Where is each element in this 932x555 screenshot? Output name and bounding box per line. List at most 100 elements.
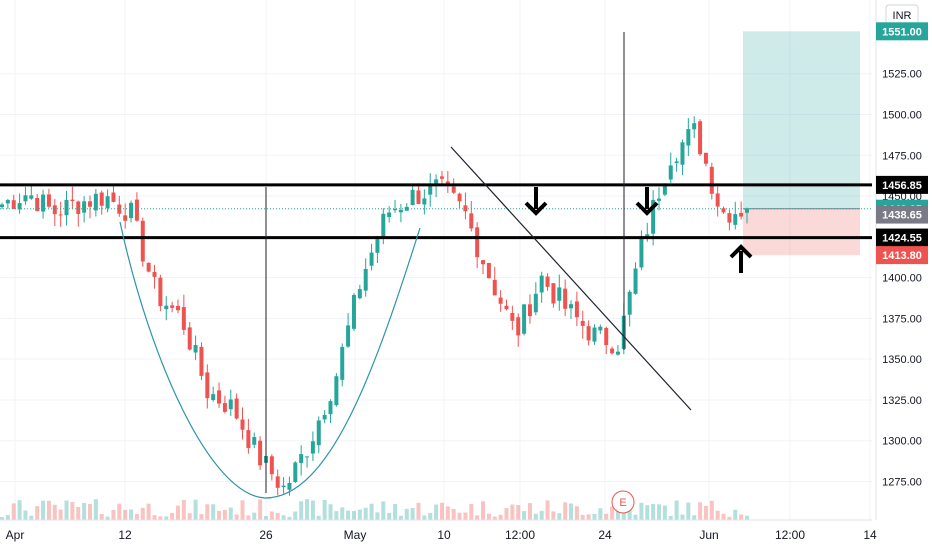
candle-body [64, 200, 69, 216]
price-tick-label: 1475.00 [882, 150, 922, 162]
volume-bar [680, 514, 685, 520]
price-tick-label: 1375.00 [882, 313, 922, 325]
candle-body [715, 193, 720, 207]
volume-bars [0, 499, 749, 520]
volume-bar [346, 510, 351, 520]
volume-bar [93, 499, 98, 520]
volume-bar [475, 515, 480, 520]
price-tag-label: 1413.80 [882, 250, 922, 262]
candle-body [610, 348, 615, 354]
volume-bar [158, 516, 163, 520]
volume-bar [134, 514, 139, 520]
volume-bar [99, 513, 104, 520]
candle-body [340, 346, 345, 380]
volume-bar [281, 515, 286, 520]
volume-bar [334, 511, 339, 520]
candle-body [410, 189, 415, 206]
price-tick-label: 1525.00 [882, 69, 922, 81]
arrow-down-icon [524, 187, 548, 216]
candle-body [498, 297, 503, 304]
volume-bar [557, 513, 562, 520]
volume-bar [445, 506, 450, 520]
price-tag [876, 246, 928, 265]
candle-body [87, 201, 92, 207]
volume-bar [146, 503, 151, 520]
candle-body [199, 346, 204, 376]
trendline [450, 146, 692, 411]
candle-body [134, 199, 139, 221]
volume-bar [715, 510, 720, 520]
volume-bar [305, 499, 310, 520]
candle-body [258, 440, 263, 466]
volume-bar [205, 504, 210, 520]
candle-body [469, 213, 474, 229]
candle-body [551, 283, 556, 304]
candle-body [175, 305, 180, 311]
candle-body [334, 376, 339, 406]
price-tick-label: 1350.00 [882, 354, 922, 366]
time-axis: Apr 12 26 May 10 12:00 24 Jun 12:00 14 [0, 519, 877, 542]
volume-bar [35, 506, 40, 520]
volume-bar [481, 501, 486, 520]
candle-body [228, 399, 233, 410]
volume-bar [580, 514, 585, 520]
volume-bar [316, 515, 321, 520]
price-tag [876, 205, 928, 224]
volume-bar [410, 508, 415, 520]
candle-body [310, 441, 315, 454]
candle-body [164, 305, 169, 310]
candle-body [170, 305, 175, 308]
candle-body [240, 419, 245, 430]
volume-bar [170, 512, 175, 520]
volume-bar [310, 500, 315, 520]
candle-body [111, 192, 116, 202]
candle-body [293, 462, 298, 482]
stop-zone [743, 208, 860, 256]
volume-bar [651, 504, 656, 520]
candle-body [404, 206, 409, 211]
candle-body [721, 208, 726, 213]
volume-bar [287, 516, 292, 520]
candle-body [574, 301, 579, 318]
candle-body [252, 437, 257, 445]
volume-bar [152, 515, 157, 520]
volume-bar [662, 505, 667, 520]
time-tick-label: 12:00 [505, 528, 535, 542]
candle-body [387, 212, 392, 218]
candle-body [299, 454, 304, 464]
volume-bar [17, 500, 22, 520]
candle-body [703, 152, 708, 164]
volume-bar [610, 506, 615, 520]
candle-body [181, 307, 186, 330]
volume-bar [486, 513, 491, 520]
volume-bar [393, 503, 398, 520]
volume-bar [709, 500, 714, 520]
candle-body [93, 193, 98, 211]
volume-bar [527, 503, 532, 520]
candle-body [393, 209, 398, 211]
volume-bar [357, 509, 362, 520]
candle-body [146, 262, 151, 272]
candle-body [23, 195, 28, 202]
volume-bar [615, 506, 620, 520]
candle-body [187, 327, 192, 350]
time-tick-label: 24 [598, 528, 612, 542]
volume-bar [70, 502, 75, 520]
volume-bar [586, 514, 591, 520]
candle-body [674, 161, 679, 164]
candle-body [569, 304, 574, 309]
volume-bar [381, 501, 386, 520]
candle-body [598, 326, 603, 331]
volume-bar [23, 510, 28, 520]
volume-bar [492, 516, 497, 520]
candle-body [35, 197, 40, 212]
volume-bar [82, 502, 87, 520]
candle-body [522, 304, 527, 334]
price-tick-label: 1300.00 [882, 436, 922, 448]
event-marker-label: E [619, 497, 626, 509]
volume-bar [522, 511, 527, 520]
volume-bar [222, 509, 227, 520]
time-tick-label: 26 [259, 528, 273, 542]
